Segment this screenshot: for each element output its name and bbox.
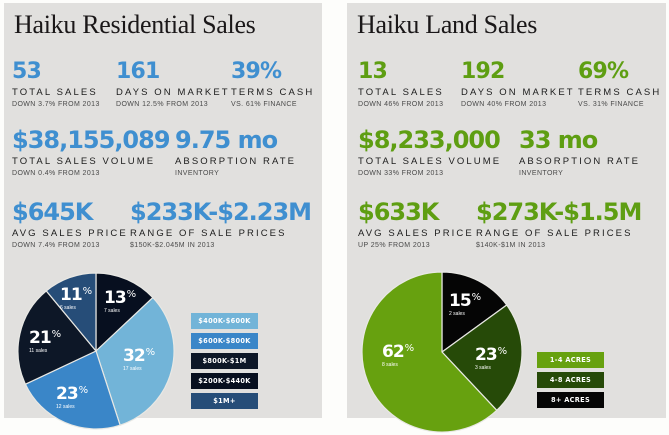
stat-sub: DOWN 33% FROM 2013 bbox=[358, 170, 444, 177]
land-range-of-sale-prices: $273K-$1.5M RANGE OF SALE PRICES $140K-$… bbox=[476, 198, 642, 249]
stat-sub: $150K-$2.045M IN 2013 bbox=[130, 242, 215, 249]
stat-label: TERMS CASH bbox=[231, 87, 315, 98]
pie-slice bbox=[95, 296, 175, 426]
land-absorption-rate: 33 mo ABSORPTION RATE INVENTORY bbox=[519, 127, 640, 177]
stat-value: 9.75 mo bbox=[175, 126, 278, 154]
land-total-sales: 13 TOTAL SALES DOWN 46% FROM 2013 bbox=[358, 59, 444, 109]
stat-label: AVG SALES PRICE bbox=[12, 228, 128, 239]
stat-value: 39% bbox=[231, 59, 282, 84]
stat-value: 69% bbox=[578, 59, 629, 84]
svg-text:12 sales: 12 sales bbox=[56, 404, 75, 410]
legend-item: $400K-$600K bbox=[191, 313, 258, 329]
stat-sub: DOWN 7.4% FROM 2013 bbox=[12, 242, 100, 249]
stat-value: 33 mo bbox=[519, 126, 598, 154]
pie-slice bbox=[95, 272, 154, 353]
legend-label: 8+ ACRES bbox=[550, 396, 591, 404]
svg-text:17 sales: 17 sales bbox=[123, 366, 142, 372]
land-total-sales-volume: $8,233,000 TOTAL SALES VOLUME DOWN 33% F… bbox=[358, 127, 501, 177]
stat-value: $273K-$1.5M bbox=[476, 198, 642, 226]
stat-label: TERMS CASH bbox=[578, 87, 662, 98]
legend-label: $200K-$440K bbox=[198, 377, 251, 385]
stat-label: ABSORPTION RATE bbox=[175, 156, 297, 167]
legend-item: $1M+ bbox=[191, 393, 258, 409]
stat-value: 192 bbox=[461, 59, 505, 84]
legend-label: 4-8 ACRES bbox=[549, 376, 592, 384]
stat-label: TOTAL SALES bbox=[12, 87, 98, 98]
stat-value: 13 bbox=[358, 59, 388, 84]
stat-value: $633K bbox=[358, 198, 439, 226]
legend-item: $200K-$440K bbox=[191, 373, 258, 389]
legend-item: $800K-$1M bbox=[191, 353, 258, 369]
land-avg-sales-price: $633K AVG SALES PRICE UP 25% FROM 2013 bbox=[358, 199, 474, 249]
stat-sub: $140K-$1M IN 2013 bbox=[476, 242, 546, 249]
stat-sub: UP 25% FROM 2013 bbox=[358, 242, 431, 249]
res-days-on-market: 161 DAYS ON MARKET DOWN 12.5% FROM 2013 bbox=[116, 59, 230, 109]
stat-label: TOTAL SALES bbox=[358, 87, 444, 98]
legend-item: 8+ ACRES bbox=[537, 392, 604, 408]
stat-sub: VS. 31% FINANCE bbox=[578, 101, 644, 108]
svg-text:7 sales: 7 sales bbox=[104, 308, 120, 314]
land-sales-panel: Haiku Land Sales 13 TOTAL SALES DOWN 46%… bbox=[347, 3, 666, 418]
res-range-of-sale-prices: $233K-$2.23M RANGE OF SALE PRICES $150K-… bbox=[130, 198, 312, 249]
stat-value: $38,155,089 bbox=[12, 126, 171, 154]
stat-label: DAYS ON MARKET bbox=[116, 87, 230, 98]
stat-value: $233K-$2.23M bbox=[130, 198, 312, 226]
pie-slice bbox=[24, 350, 121, 430]
stat-label: TOTAL SALES VOLUME bbox=[12, 156, 156, 167]
land-title: Haiku Land Sales bbox=[357, 10, 538, 39]
pie-slice bbox=[45, 272, 97, 353]
svg-text:6 sales: 6 sales bbox=[60, 305, 76, 311]
stat-label: TOTAL SALES VOLUME bbox=[358, 156, 502, 167]
res-total-sales-volume: $38,155,089 TOTAL SALES VOLUME DOWN 0.4%… bbox=[12, 126, 171, 177]
stat-sub: INVENTORY bbox=[175, 170, 220, 177]
stat-label: RANGE OF SALE PRICES bbox=[476, 228, 633, 239]
stat-label: DAYS ON MARKET bbox=[461, 87, 575, 98]
land-terms-cash: 69% TERMS CASH VS. 31% FINANCE bbox=[578, 59, 662, 109]
stat-sub: DOWN 12.5% FROM 2013 bbox=[116, 101, 209, 108]
svg-text:11 sales: 11 sales bbox=[29, 348, 48, 354]
stat-label: RANGE OF SALE PRICES bbox=[130, 228, 287, 239]
stat-label: AVG SALES PRICE bbox=[358, 228, 474, 239]
stat-value: $8,233,000 bbox=[358, 126, 501, 154]
legend-item: $600K-$800K bbox=[191, 333, 258, 349]
legend-label: $1M+ bbox=[213, 397, 236, 405]
legend-label: $800K-$1M bbox=[202, 357, 247, 365]
residential-title: Haiku Residential Sales bbox=[14, 10, 256, 39]
land-days-on-market: 192 DAYS ON MARKET DOWN 40% FROM 2013 bbox=[461, 59, 575, 109]
legend-label: 1-4 ACRES bbox=[549, 356, 592, 364]
res-absorption-rate: 9.75 mo ABSORPTION RATE INVENTORY bbox=[175, 127, 296, 177]
stat-sub: DOWN 46% FROM 2013 bbox=[358, 101, 444, 108]
stat-value: 53 bbox=[12, 59, 42, 84]
pie-slice bbox=[17, 290, 97, 386]
legend-item: 1-4 ACRES bbox=[537, 352, 604, 368]
legend-label: $400K-$600K bbox=[198, 317, 251, 325]
stat-sub: DOWN 3.7% FROM 2013 bbox=[12, 101, 100, 108]
stat-label: ABSORPTION RATE bbox=[519, 156, 641, 167]
legend-item: 4-8 ACRES bbox=[537, 372, 604, 388]
stat-value: 161 bbox=[116, 59, 160, 84]
res-avg-sales-price: $645K AVG SALES PRICE DOWN 7.4% FROM 201… bbox=[12, 199, 128, 249]
stat-value: $645K bbox=[12, 198, 93, 226]
legend-label: $600K-$800K bbox=[198, 337, 251, 345]
res-terms-cash: 39% TERMS CASH VS. 61% FINANCE bbox=[231, 59, 315, 109]
res-total-sales: 53 TOTAL SALES DOWN 3.7% FROM 2013 bbox=[12, 59, 100, 109]
stat-sub: INVENTORY bbox=[519, 170, 564, 177]
stat-sub: DOWN 0.4% FROM 2013 bbox=[12, 170, 100, 177]
stat-sub: DOWN 40% FROM 2013 bbox=[461, 101, 547, 108]
stat-sub: VS. 61% FINANCE bbox=[231, 101, 297, 108]
